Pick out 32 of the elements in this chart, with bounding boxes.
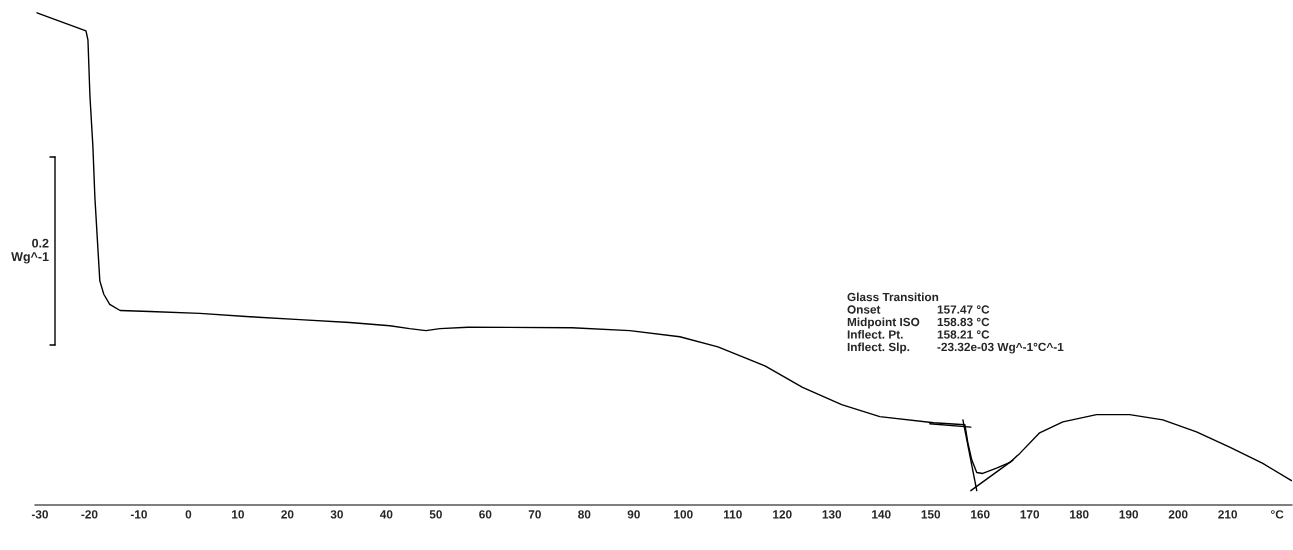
x-tick-label: 140 xyxy=(872,510,891,519)
x-tick-label: 150 xyxy=(921,510,941,519)
x-tick-label: 90 xyxy=(627,510,640,519)
text: Midpoint ISO 158.83 °C xyxy=(847,317,990,329)
x-tick-label: °C xyxy=(1271,510,1284,519)
text: Inflect. Slp. -23.32e-03 Wg^-1°C^-1 xyxy=(847,342,1064,354)
annotation: Glass Transition xyxy=(847,292,939,302)
text: Inflect. Pt. 158.21 °C xyxy=(847,330,990,339)
x-tick-label: 50 xyxy=(429,510,442,519)
x-tick-label: -30 xyxy=(31,510,48,519)
x-tick-label: 40 xyxy=(379,510,393,519)
x-tick-label: 160 xyxy=(971,510,990,519)
x-tick-label: 110 xyxy=(724,510,742,519)
annotation: 0.2 Wg^-1 xyxy=(11,238,49,264)
x-tick-label: 170 xyxy=(1020,510,1040,519)
x-tick-label: 120 xyxy=(773,510,792,519)
x-tick-label: 10 xyxy=(232,510,244,519)
x-tick-label: 30 xyxy=(330,510,343,519)
x-tick-label: 210 xyxy=(1218,510,1238,519)
x-tick-label: 0 xyxy=(185,510,192,519)
x-tick-label: 200 xyxy=(1168,510,1188,519)
x-tick-label: 70 xyxy=(528,510,541,519)
x-tick-label: 130 xyxy=(822,510,842,519)
x-tick-label: 100 xyxy=(674,510,693,519)
x-tick-label: -10 xyxy=(130,510,147,519)
x-tick-label: 80 xyxy=(578,510,591,519)
x-tick-label: -20 xyxy=(81,510,98,519)
x-tick-label: 20 xyxy=(281,510,294,519)
x-tick-label: 190 xyxy=(1119,510,1139,519)
text: Onset 157.47 °C xyxy=(847,305,990,314)
x-tick-label: 60 xyxy=(479,510,492,519)
x-tick-label: 180 xyxy=(1070,510,1089,519)
